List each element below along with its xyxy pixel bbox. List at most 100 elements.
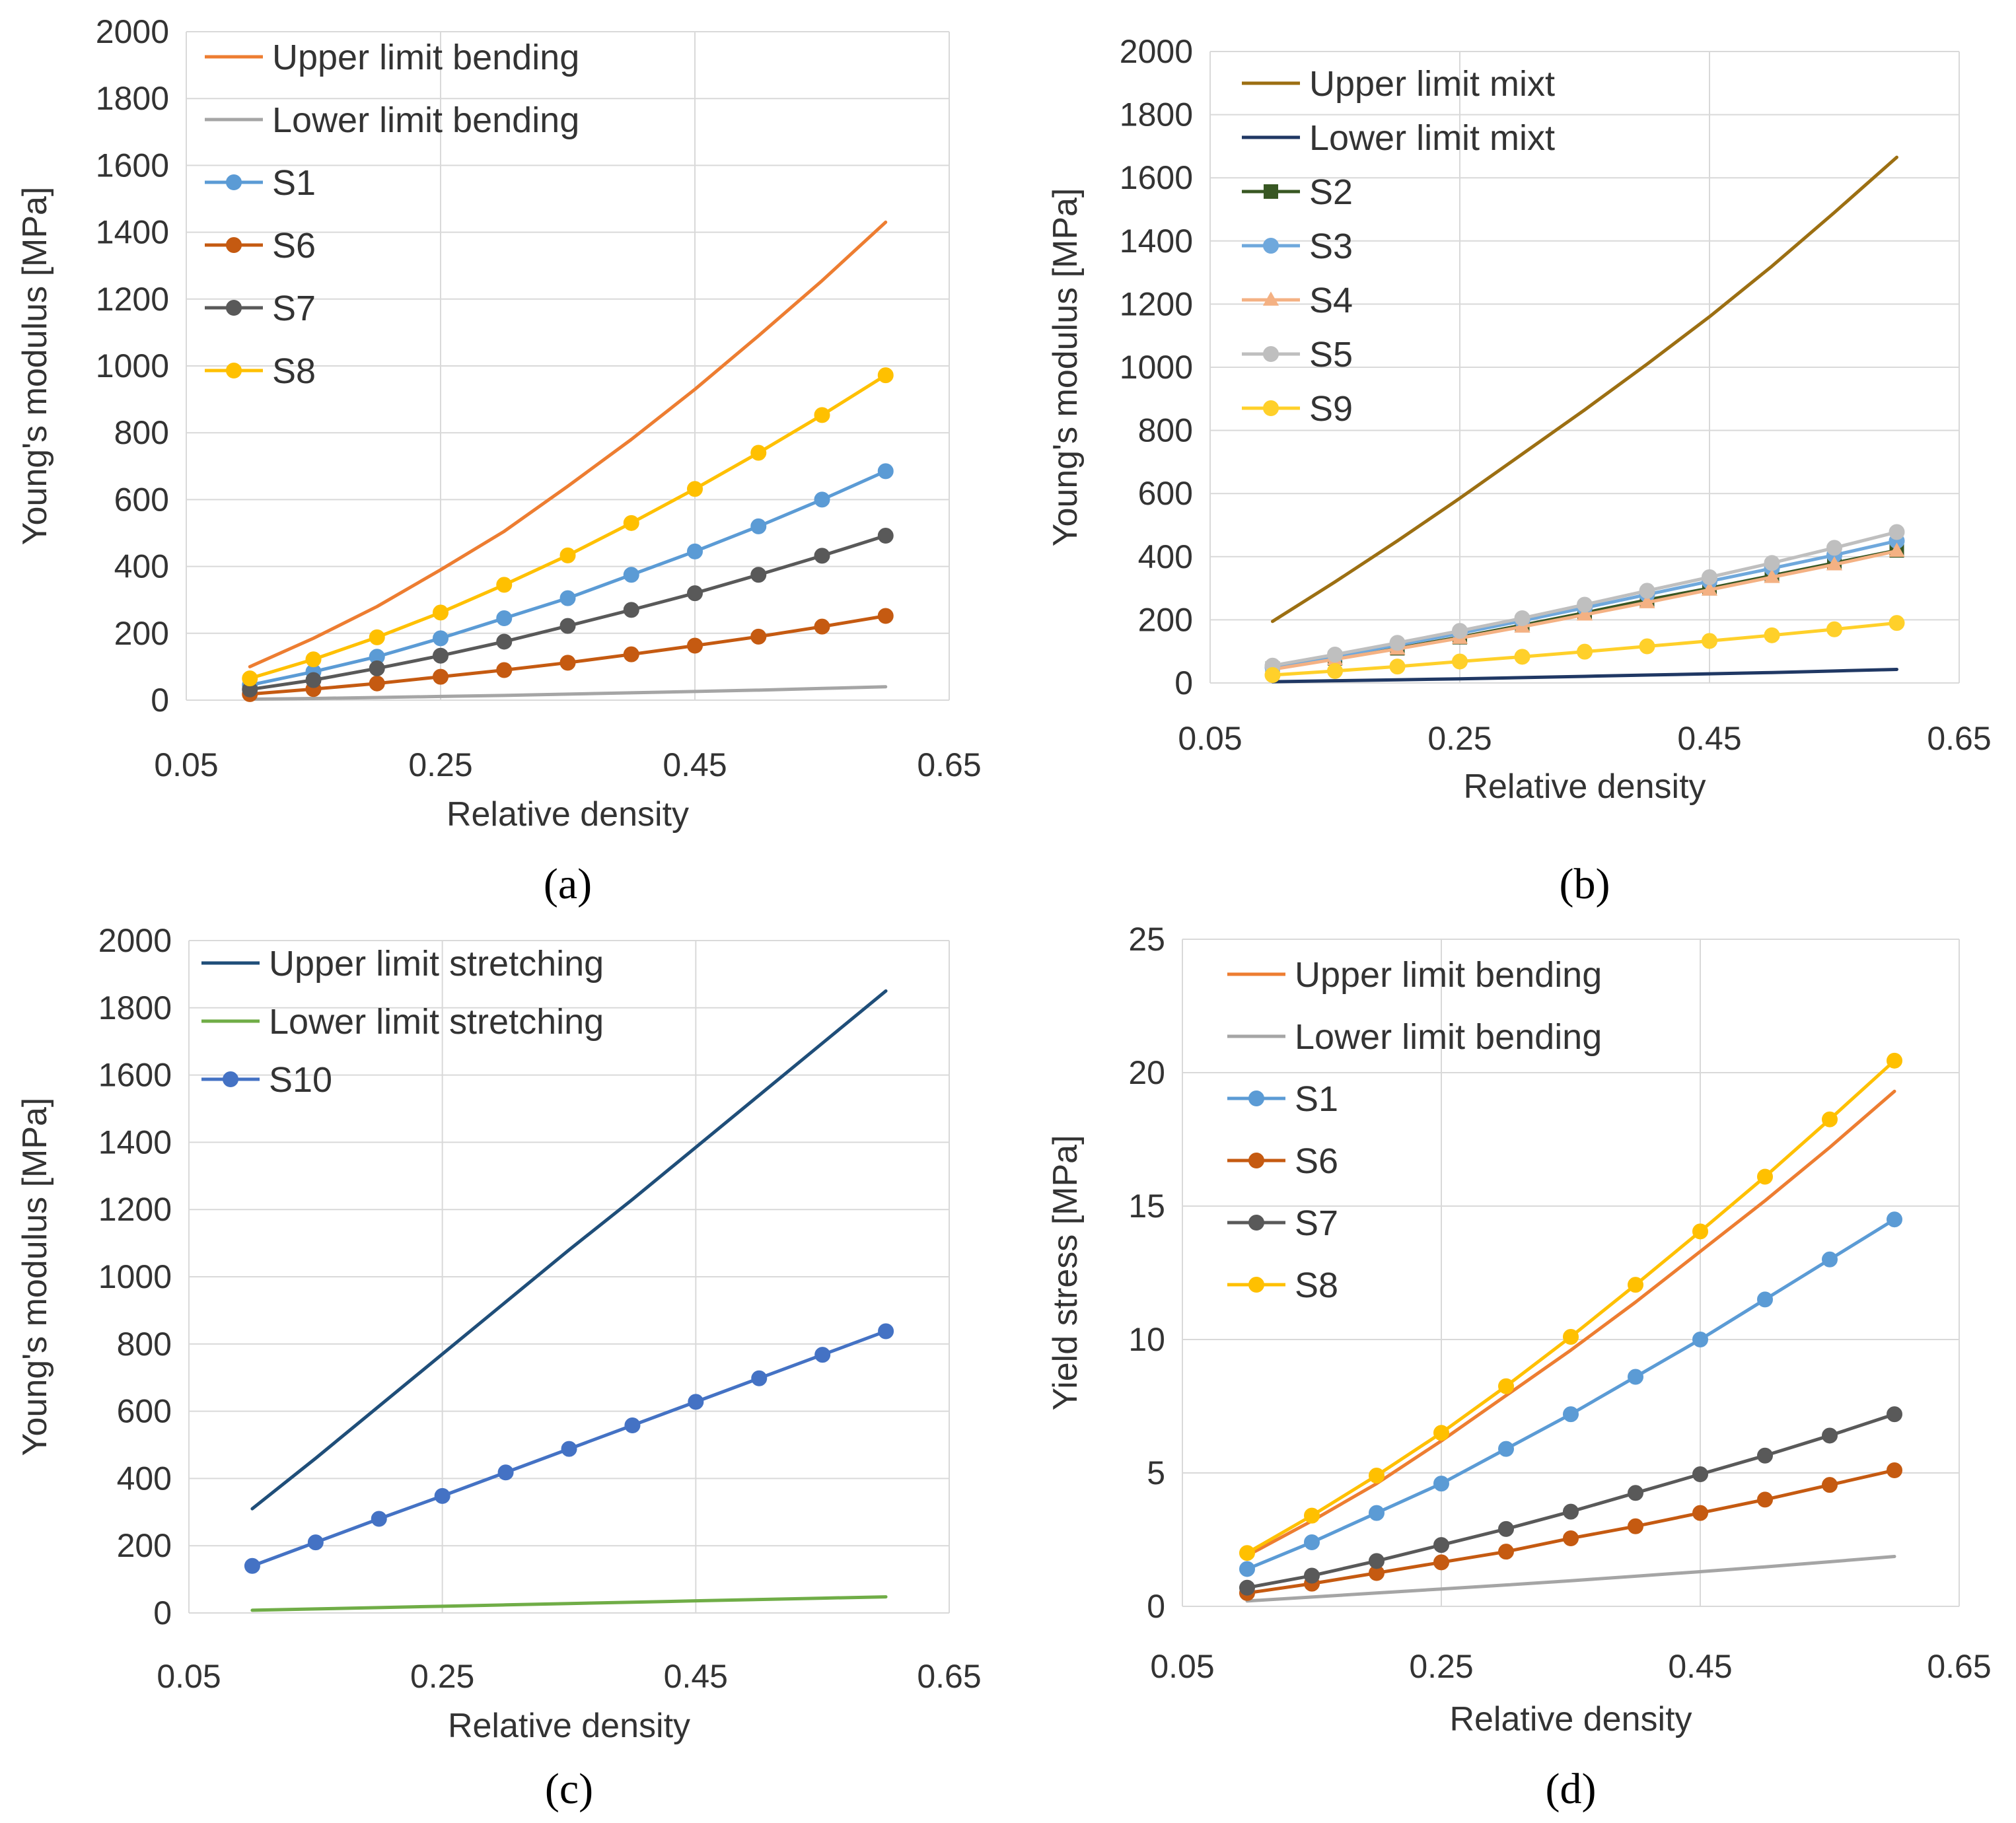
y-tick-label: 1000 (98, 1258, 172, 1295)
y-axis-title: Young's modulus [MPa] (1046, 188, 1085, 547)
data-point (244, 1557, 260, 1574)
data-point (1433, 1537, 1449, 1554)
chart-panel-2: 0 200 400 600 800 1000 1200 1400 1600 1800 2000 0.0… (1046, 33, 1992, 908)
data-point (1327, 662, 1343, 679)
data-point (1701, 581, 1718, 596)
legend-entry: S1 (1295, 1079, 1338, 1119)
data-point (1826, 556, 1843, 571)
series-line (1245, 1089, 1896, 1557)
data-point (1498, 1378, 1514, 1394)
y-tick-label: 0 (1147, 1588, 1165, 1625)
data-point (1369, 1505, 1385, 1521)
data-point (1304, 1567, 1320, 1584)
legend-entry: Lower limit bending (1295, 1017, 1602, 1057)
data-point (1889, 542, 1905, 557)
data-point (1822, 1111, 1838, 1127)
data-point (1576, 606, 1593, 621)
series-line (248, 685, 888, 701)
data-point (1764, 555, 1780, 571)
series-s1 (1239, 1211, 1902, 1577)
data-point (814, 407, 830, 423)
series-s7 (242, 528, 894, 697)
data-point (1452, 623, 1468, 639)
data-point (1887, 1406, 1902, 1423)
data-point (1826, 540, 1842, 556)
data-point (687, 585, 703, 602)
y-tick-label: 800 (117, 1326, 172, 1363)
series-upper-limit-bending (1245, 1089, 1896, 1557)
series-line (248, 220, 888, 668)
series-line (1271, 155, 1898, 624)
x-tick-label: 0.45 (1677, 720, 1741, 757)
data-point (433, 630, 449, 647)
data-point (561, 1441, 577, 1457)
y-tick-label: 20 (1128, 1054, 1165, 1091)
data-point (1369, 1468, 1385, 1484)
legend-marker (1248, 1153, 1264, 1168)
chart-panel-1: 0 200 400 600 800 1000 1200 1400 1600 1800 2000 0.0… (16, 13, 982, 908)
series-s10 (244, 1323, 894, 1574)
data-point (1369, 1553, 1385, 1569)
data-point (1239, 1545, 1255, 1561)
legend-entry: S5 (1309, 335, 1353, 375)
legend-entry: S6 (1295, 1141, 1338, 1181)
x-tick-label: 0.25 (1409, 1648, 1473, 1685)
data-point (1822, 1477, 1838, 1493)
y-tick-label: 2000 (98, 922, 172, 959)
y-tick-label: 600 (114, 481, 169, 518)
y-tick-label: 1800 (1120, 96, 1193, 133)
data-point (1639, 638, 1655, 655)
data-point (369, 629, 385, 645)
data-point (305, 672, 322, 688)
x-tick-label: 0.45 (664, 1658, 728, 1695)
legend-marker (1248, 1215, 1264, 1231)
x-tick-label: 0.05 (1178, 720, 1242, 757)
x-axis-title: Relative density (1449, 1700, 1692, 1738)
data-point (687, 481, 703, 497)
chart-panel-4: 0 5 10 15 20 25 0.05 0.25 0.45 0.65 Relative densi… (1046, 921, 1992, 1813)
y-tick-label: 0 (151, 682, 169, 719)
data-point (1757, 1168, 1773, 1185)
panel-label: (a) (544, 860, 592, 908)
panel-label: (b) (1560, 860, 1610, 908)
y-axis-title: Young's modulus [MPa] (16, 1098, 54, 1456)
data-point (305, 651, 322, 668)
legend-entry: S7 (272, 289, 316, 328)
data-point (1563, 1406, 1579, 1423)
data-point (1389, 635, 1406, 651)
data-point (1822, 1427, 1838, 1444)
legend-entry: Upper limit mixt (1309, 64, 1555, 104)
y-tick-label: 1000 (1120, 349, 1193, 386)
y-tick-label: 25 (1128, 921, 1165, 958)
legend-entry: Upper limit bending (1295, 955, 1602, 995)
data-point (877, 528, 894, 544)
data-point (750, 628, 767, 645)
data-point (1692, 1223, 1708, 1240)
data-point (624, 1417, 641, 1433)
legend-marker (226, 237, 242, 253)
legend-marker (1248, 1090, 1264, 1106)
data-point (1498, 1520, 1514, 1537)
y-tick-label: 2000 (96, 13, 169, 50)
series-upper-limit-bending (248, 220, 888, 668)
series-s7 (1239, 1406, 1902, 1596)
data-point (1514, 649, 1530, 665)
series-upper-limit-mixt (1271, 155, 1898, 624)
x-tick-label: 0.65 (1927, 720, 1991, 757)
series-line (1271, 667, 1898, 684)
data-point (750, 567, 767, 583)
x-tick-label: 0.45 (663, 746, 727, 783)
x-tick-label: 0.25 (410, 1658, 474, 1695)
data-point (877, 608, 894, 624)
legend-marker (1262, 291, 1279, 306)
data-point (814, 1347, 831, 1363)
y-tick-label: 1400 (1120, 223, 1193, 260)
x-axis-title: Relative density (447, 795, 689, 834)
data-point (1452, 653, 1468, 670)
x-axis-title: Relative density (1463, 768, 1706, 806)
legend: Upper limit bending Lower limit bending S1… (205, 38, 579, 391)
legend-entry: S1 (272, 163, 316, 203)
data-point (814, 618, 830, 635)
data-point (1563, 1503, 1579, 1520)
data-point (623, 515, 639, 531)
